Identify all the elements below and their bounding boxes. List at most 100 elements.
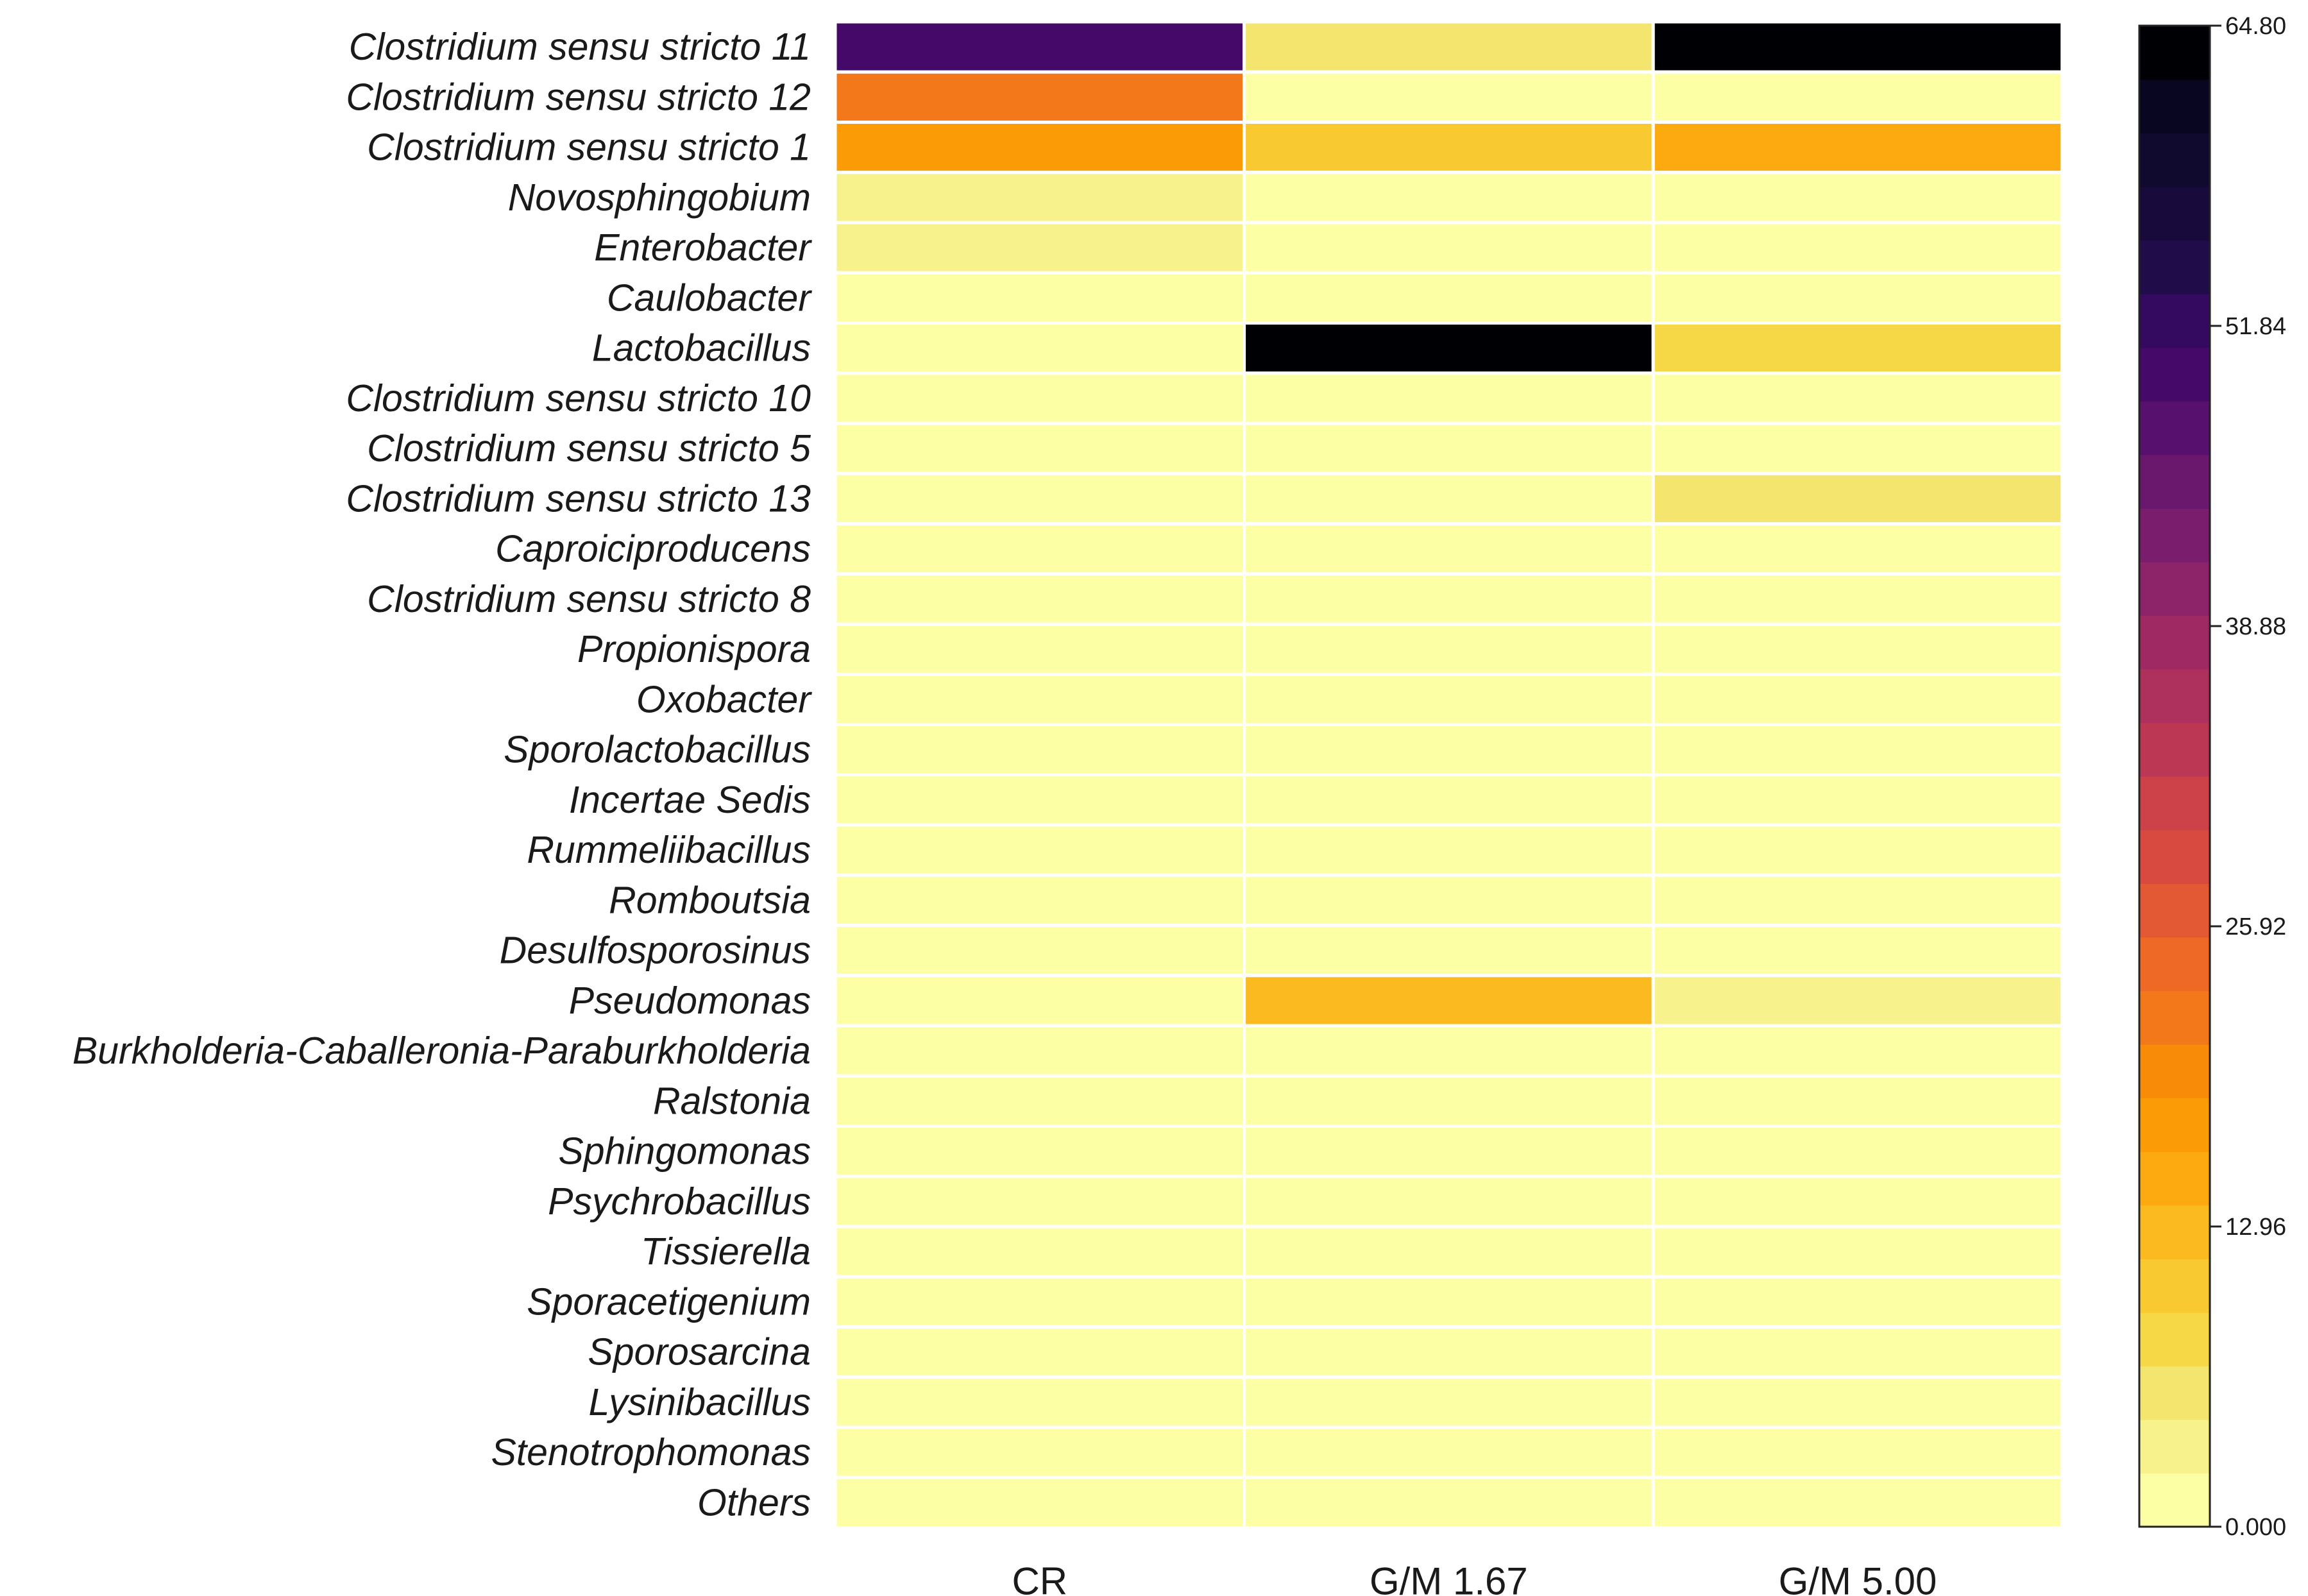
heatmap-cell-rummeliibacillus-g-m-5-00: [1651, 823, 2064, 877]
heatmap-cell-caulobacter-g-m-1-67: [1243, 271, 1655, 325]
colorbar-band-16: [2139, 615, 2210, 670]
heatmap-cell-propionispora-cr: [833, 622, 1246, 676]
colorbar-frame: [2138, 24, 2211, 1528]
heatmap-cell-romboutsia-g-m-1-67: [1243, 873, 1655, 927]
colorbar-band-7: [2139, 1098, 2210, 1152]
heatmap-cell-clostridium-sensu-stricto-1-cr: [833, 121, 1246, 174]
colorbar-band-10: [2139, 937, 2210, 992]
row-label-lactobacillus: Lactobacillus: [592, 327, 811, 369]
heatmap-cell-incertae-sedis-g-m-1-67: [1243, 773, 1655, 827]
colorbar-band-21: [2139, 347, 2210, 402]
heatmap-cell-clostridium-sensu-stricto-10-g-m-1-67: [1243, 371, 1655, 425]
row-label-stenotrophomonas: Stenotrophomonas: [491, 1431, 811, 1473]
heatmap-cell-pseudomonas-cr: [833, 974, 1246, 1028]
heatmap-cell-sphingomonas-g-m-5-00: [1651, 1125, 2064, 1178]
heatmap-cell-psychrobacillus-g-m-5-00: [1651, 1175, 2064, 1228]
row-labels: Clostridium sensu stricto 11 Clostridium …: [72, 26, 812, 1524]
colorbar-band-1: [2139, 1419, 2210, 1474]
heatmap-cell-sporosarcina-g-m-1-67: [1243, 1325, 1655, 1379]
colorbar-band-20: [2139, 401, 2210, 455]
heatmap-cell-clostridium-sensu-stricto-5-g-m-5-00: [1651, 421, 2064, 475]
heatmap-cell-oxobacter-g-m-5-00: [1651, 672, 2064, 726]
heatmap-cell-clostridium-sensu-stricto-8-g-m-5-00: [1651, 572, 2064, 626]
colorbar-tick-label-4: 51.84: [2225, 313, 2286, 340]
heatmap-cell-burkholderia-caballeronia-paraburkholderia-g-m-5-00: [1651, 1024, 2064, 1078]
heatmap-cell-sporacetigenium-cr: [833, 1275, 1246, 1329]
heatmap-cell-enterobacter-cr: [833, 221, 1246, 275]
heatmap-cell-pseudomonas-g-m-1-67: [1243, 974, 1655, 1028]
heatmap-cell-tissierella-cr: [833, 1225, 1246, 1278]
heatmap-cell-sphingomonas-cr: [833, 1125, 1246, 1178]
colorbar-tick-label-0: 0.000: [2225, 1514, 2286, 1541]
row-label-novosphingobium: Novosphingobium: [508, 176, 811, 219]
heatmap-cell-caproiciproducens-cr: [833, 522, 1246, 576]
heatmap-cell-lysinibacillus-g-m-1-67: [1243, 1375, 1655, 1429]
heatmap-cells: [833, 20, 2064, 1529]
heatmap-cell-propionispora-g-m-5-00: [1651, 622, 2064, 676]
colorbar-band-14: [2139, 722, 2210, 777]
heatmap-cell-sporolactobacillus-g-m-1-67: [1243, 723, 1655, 777]
heatmap-cell-others-cr: [833, 1475, 1246, 1529]
heatmap-cell-clostridium-sensu-stricto-11-g-m-5-00: [1651, 20, 2064, 74]
row-label-burkholderia-caballeronia-paraburkholderia: Burkholderia-Caballeronia-Paraburkholder…: [72, 1030, 811, 1072]
heatmap-cell-sporolactobacillus-g-m-5-00: [1651, 723, 2064, 777]
heatmap-cell-enterobacter-g-m-5-00: [1651, 221, 2064, 275]
heatmap-cell-caulobacter-g-m-5-00: [1651, 271, 2064, 325]
heatmap-cell-incertae-sedis-g-m-5-00: [1651, 773, 2064, 827]
colorbar-band-24: [2139, 186, 2210, 241]
heatmap-cell-clostridium-sensu-stricto-10-g-m-5-00: [1651, 371, 2064, 425]
colorbar-band-5: [2139, 1205, 2210, 1259]
heatmap-cell-clostridium-sensu-stricto-8-g-m-1-67: [1243, 572, 1655, 626]
colorbar-band-19: [2139, 454, 2210, 509]
row-label-clostridium-sensu-stricto-11: Clostridium sensu stricto 11: [349, 26, 811, 68]
heatmap-cell-novosphingobium-g-m-1-67: [1243, 171, 1655, 225]
row-label-clostridium-sensu-stricto-8: Clostridium sensu stricto 8: [367, 578, 811, 620]
row-label-incertae-sedis: Incertae Sedis: [569, 779, 811, 821]
column-label-g-m-1-67: G/M 1.67: [1370, 1560, 1528, 1596]
heatmap-cell-propionispora-g-m-1-67: [1243, 622, 1655, 676]
colorbar-band-26: [2139, 79, 2210, 133]
row-label-lysinibacillus: Lysinibacillus: [588, 1381, 811, 1423]
row-label-caproiciproducens: Caproiciproducens: [495, 528, 811, 570]
heatmap-cell-clostridium-sensu-stricto-8-cr: [833, 572, 1246, 626]
row-label-sphingomonas: Sphingomonas: [558, 1130, 811, 1173]
heatmap-cell-novosphingobium-cr: [833, 171, 1246, 225]
colorbar-tick-label-2: 25.92: [2225, 913, 2286, 940]
heatmap-cell-clostridium-sensu-stricto-11-g-m-1-67: [1243, 20, 1655, 74]
heatmap-cell-stenotrophomonas-g-m-5-00: [1651, 1425, 2064, 1479]
heatmap-cell-desulfosporosinus-g-m-5-00: [1651, 924, 2064, 978]
heatmap-cell-clostridium-sensu-stricto-13-cr: [833, 471, 1246, 525]
heatmap-cell-clostridium-sensu-stricto-1-g-m-1-67: [1243, 121, 1655, 174]
row-label-desulfosporosinus: Desulfosporosinus: [500, 930, 811, 972]
heatmap-cell-sporosarcina-g-m-5-00: [1651, 1325, 2064, 1379]
colorbar: 0.000 12.96 25.92 38.88 51.84 64.80: [2138, 13, 2286, 1541]
colorbar-band-4: [2139, 1259, 2210, 1313]
heatmap-cell-lysinibacillus-cr: [833, 1375, 1246, 1429]
colorbar-band-2: [2139, 1366, 2210, 1420]
colorbar-bands: [2139, 26, 2210, 1527]
heatmap-cell-burkholderia-caballeronia-paraburkholderia-cr: [833, 1024, 1246, 1078]
heatmap-cell-caulobacter-cr: [833, 271, 1246, 325]
heatmap-cell-lysinibacillus-g-m-5-00: [1651, 1375, 2064, 1429]
heatmap-cell-stenotrophomonas-g-m-1-67: [1243, 1425, 1655, 1479]
row-label-caulobacter: Caulobacter: [607, 276, 812, 319]
heatmap-cell-clostridium-sensu-stricto-10-cr: [833, 371, 1246, 425]
heatmap-cell-sporacetigenium-g-m-5-00: [1651, 1275, 2064, 1329]
heatmap-cell-desulfosporosinus-cr: [833, 924, 1246, 978]
colorbar-band-9: [2139, 990, 2210, 1045]
heatmap-cell-desulfosporosinus-g-m-1-67: [1243, 924, 1655, 978]
heatmap-cell-sporosarcina-cr: [833, 1325, 1246, 1379]
colorbar-band-3: [2139, 1312, 2210, 1367]
heatmap-cell-psychrobacillus-g-m-1-67: [1243, 1175, 1655, 1228]
heatmap-cell-ralstonia-g-m-1-67: [1243, 1074, 1655, 1128]
heatmap-cell-clostridium-sensu-stricto-13-g-m-1-67: [1243, 471, 1655, 525]
heatmap-cell-pseudomonas-g-m-5-00: [1651, 974, 2064, 1028]
row-label-clostridium-sensu-stricto-10: Clostridium sensu stricto 10: [346, 377, 811, 420]
heatmap-cell-caproiciproducens-g-m-1-67: [1243, 522, 1655, 576]
column-label-g-m-5-00: G/M 5.00: [1779, 1560, 1937, 1596]
heatmap-cell-clostridium-sensu-stricto-12-cr: [833, 70, 1246, 124]
row-label-rummeliibacillus: Rummeliibacillus: [527, 829, 811, 871]
heatmap-cell-lactobacillus-cr: [833, 321, 1246, 375]
heatmap-cell-ralstonia-g-m-5-00: [1651, 1074, 2064, 1128]
